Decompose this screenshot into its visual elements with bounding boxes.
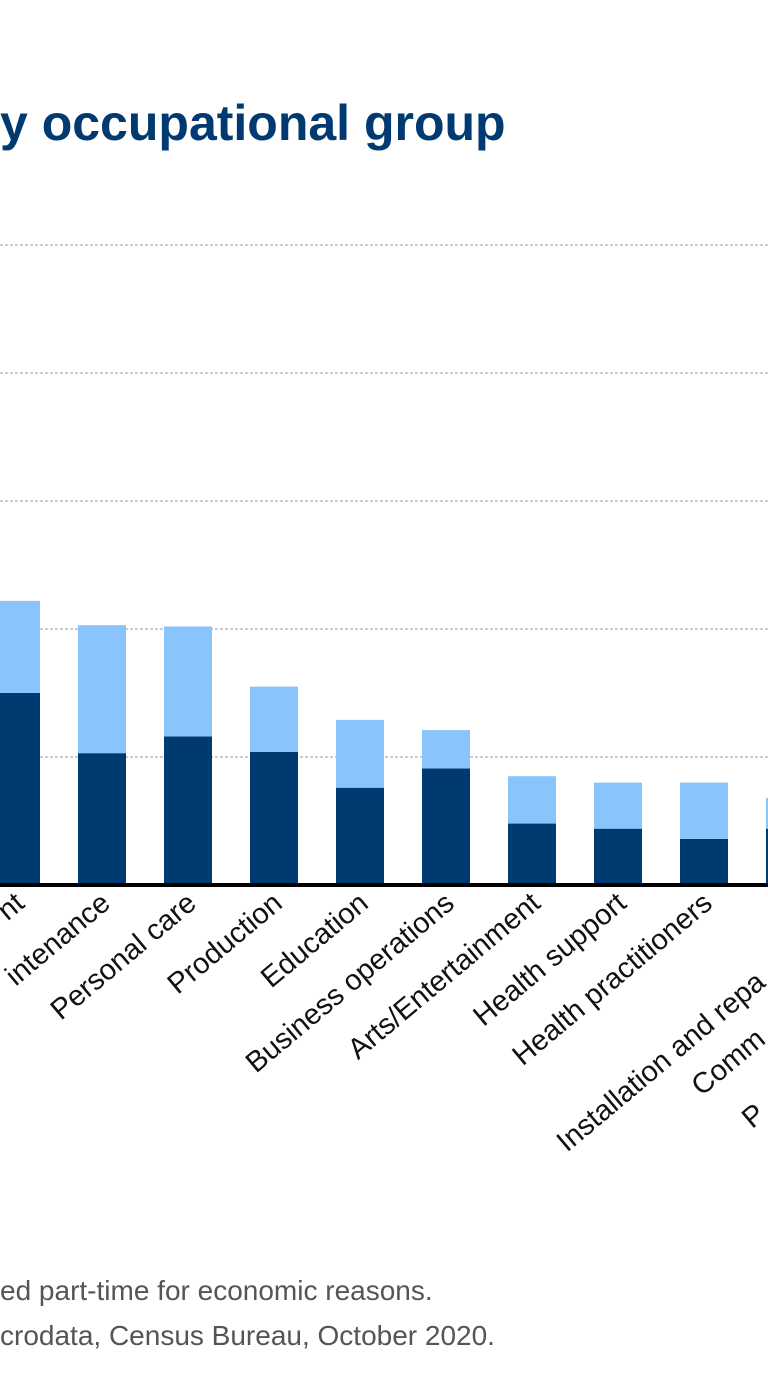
- x-tick-label: Personal care: [45, 887, 203, 1027]
- bar-segment: [164, 736, 212, 885]
- chart-title: y occupational group: [0, 95, 506, 151]
- bar-segment: [594, 782, 642, 829]
- bar-segment: [336, 719, 384, 788]
- footnote: ed part-time for economic reasons.: [0, 1275, 433, 1306]
- bar-segment: [78, 753, 126, 885]
- bar-segment: [250, 686, 298, 752]
- x-tick-label: P: [736, 1098, 768, 1135]
- bar-segment: [422, 730, 470, 769]
- bar-segment: [508, 776, 556, 824]
- bar-segment: [250, 751, 298, 885]
- bar-segment: [336, 787, 384, 885]
- bar-segment: [0, 693, 40, 885]
- bar-segment: [78, 625, 126, 754]
- bar-segment: [766, 797, 768, 829]
- bar-segment: [164, 626, 212, 737]
- bar-segment: [422, 768, 470, 885]
- source: crodata, Census Bureau, October 2020.: [0, 1320, 495, 1351]
- bar-segment: [680, 782, 728, 839]
- bar-segment: [680, 838, 728, 885]
- bar-segment: [594, 828, 642, 885]
- bar-segment: [766, 828, 768, 885]
- bar-segment: [508, 823, 556, 885]
- bar-segment: [0, 600, 40, 693]
- x-tick-label: nt: [0, 887, 30, 927]
